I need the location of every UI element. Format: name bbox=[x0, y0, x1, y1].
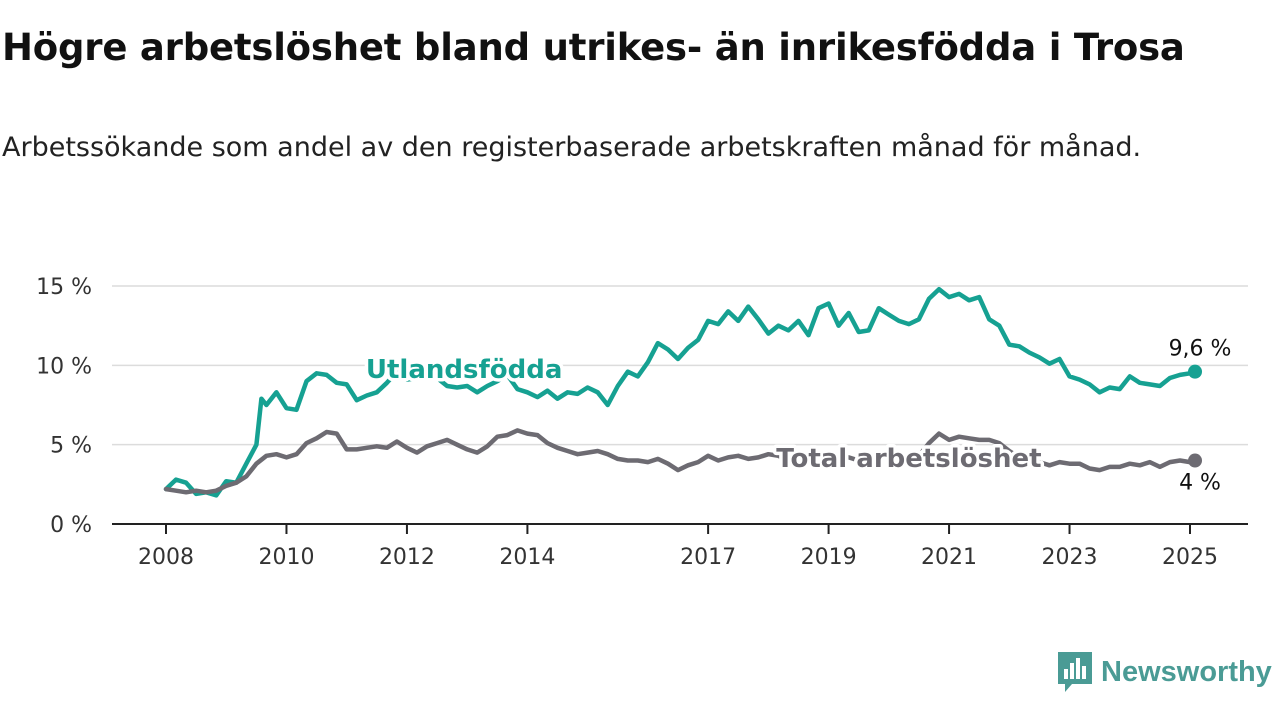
series-line-utlandsfodda bbox=[163, 286, 1198, 498]
bar-chart-logo-icon bbox=[1058, 652, 1092, 692]
series-labels: Utlandsfödda Total arbetslöshet 9,6 % 4 % bbox=[362, 334, 1234, 498]
series-end-point bbox=[1188, 364, 1203, 379]
x-tick-label: 2012 bbox=[379, 545, 435, 570]
series-end-value-label: 4 % bbox=[1179, 471, 1221, 496]
x-tick-label: 2019 bbox=[801, 545, 857, 570]
series-line-total bbox=[163, 428, 1198, 495]
series-end-point bbox=[1188, 453, 1203, 468]
x-tick-label: 2025 bbox=[1162, 545, 1218, 570]
y-tick-label: 5 % bbox=[50, 434, 92, 459]
x-tick-label: 2010 bbox=[258, 545, 314, 570]
series-name-label: Total arbetslöshet bbox=[776, 444, 1041, 474]
series-name-label: Utlandsfödda bbox=[366, 355, 563, 385]
chart-title: Högre arbetslöshet bland utrikes- än inr… bbox=[2, 26, 1185, 69]
series-lines bbox=[163, 286, 1203, 498]
x-tick-label: 2017 bbox=[680, 545, 736, 570]
y-tick-label: 10 % bbox=[36, 354, 92, 379]
axes: 0 % 5 % 10 % 15 % 2008 2010 2012 2014 2017 2019 20… bbox=[36, 275, 1248, 570]
gridlines bbox=[112, 285, 1248, 446]
brand-name: Newsworthy bbox=[1101, 655, 1272, 688]
x-tick-label: 2021 bbox=[921, 545, 977, 570]
brand-logo: Newsworthy bbox=[1058, 652, 1272, 692]
x-tick-label: 2014 bbox=[499, 545, 555, 570]
line-chart: 0 % 5 % 10 % 15 % 2008 2010 2012 2014 2017 2019 20… bbox=[36, 275, 1248, 570]
y-tick-label: 15 % bbox=[36, 275, 92, 300]
chart-subtitle: Arbetssökande som andel av den registerb… bbox=[2, 132, 1142, 163]
series-end-value-label: 9,6 % bbox=[1169, 337, 1232, 362]
y-tick-label: 0 % bbox=[50, 513, 92, 538]
x-tick-label: 2023 bbox=[1042, 545, 1098, 570]
x-tick-label: 2008 bbox=[138, 545, 194, 570]
